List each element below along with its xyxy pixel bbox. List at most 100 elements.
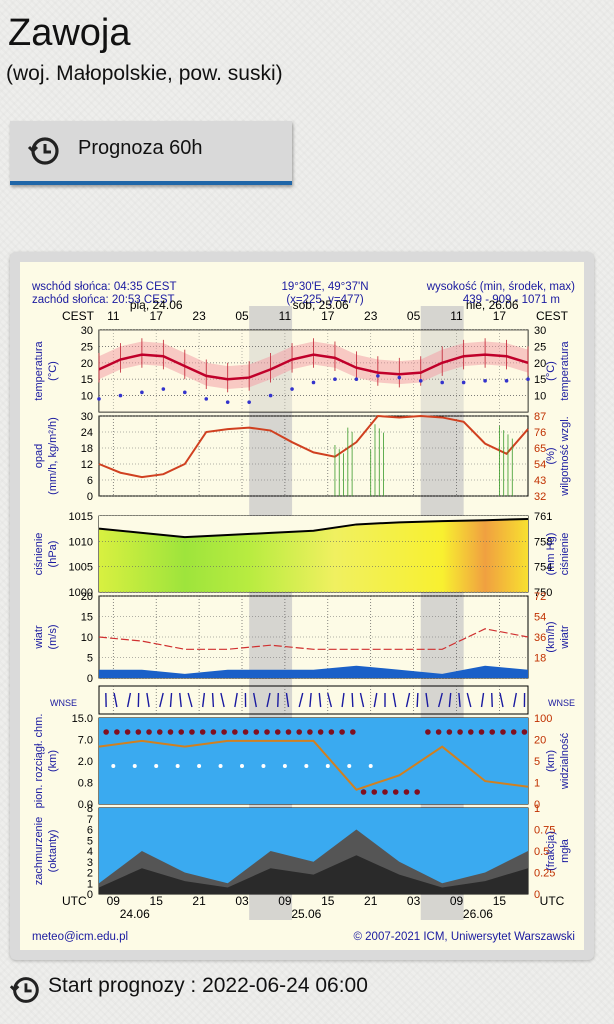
top-hour-tick: 11 (107, 309, 120, 323)
cloud-low-area (99, 855, 528, 894)
pressure-ylabel-unit: (hPa) (47, 541, 59, 568)
panel-frame (98, 685, 529, 715)
visibility-y2label: widzialność (559, 732, 571, 790)
wind-arrow (318, 692, 322, 708)
cloudtop-point (264, 729, 270, 735)
dewpoint-point (204, 397, 209, 401)
wind-arrow (146, 692, 150, 708)
cloudtop-point (103, 729, 109, 735)
wind-ylabel-unit: (m/s) (47, 624, 59, 649)
pressure-ylabel: ciśnienie (33, 533, 45, 576)
cloudtop-point (232, 729, 238, 735)
fog-point (240, 764, 244, 768)
cloudbase-ytick: 2.0 (78, 756, 93, 768)
clock-history-icon (8, 974, 42, 1011)
dewpoint-point (376, 374, 380, 378)
sunset-text: zachód słońca: 20:53 CEST (32, 294, 175, 306)
cloudtop-point (350, 729, 356, 735)
wind-arrow (373, 692, 378, 708)
temp-ytick: 20 (81, 358, 93, 370)
top-hour-tick: 11 (450, 309, 463, 323)
precip-ylabel: opad (33, 444, 45, 468)
wind-arrow (113, 692, 118, 708)
dewpoint-point (268, 393, 273, 398)
wind-arrow (220, 692, 225, 708)
wind-arrow (285, 692, 290, 708)
meteogram: wschód słońca: 04:35 CEST zachód słońca:… (20, 262, 584, 950)
humidity-y2label: wilgotność wzgl. (559, 416, 571, 496)
cloudtop-point (425, 729, 431, 735)
fog-y2label-unit: (frakcja) (545, 831, 557, 871)
fog-point (175, 764, 180, 768)
cloud-ytick: 1 (87, 878, 93, 890)
forecast-60h-button[interactable]: Prognoza 60h (10, 121, 292, 185)
top-hour-tick: 11 (279, 309, 292, 323)
top-hour-tick: 17 (321, 309, 335, 323)
dewpoint-point (225, 400, 230, 404)
wind-arrow (437, 692, 443, 708)
cloudtop-point (392, 789, 399, 795)
wind-arrow (266, 692, 271, 708)
coords-text: 19°30'E, 49°37'N (281, 281, 368, 293)
wind-arrow (169, 692, 173, 708)
wind-arrow (466, 692, 472, 708)
visibility-bg (99, 718, 528, 804)
cloudtop-point (457, 729, 463, 735)
bottom-tz-label-right: UTC (540, 894, 565, 908)
cloudtop-point (210, 729, 217, 735)
cloud-area (99, 829, 528, 894)
cloudtop-point (478, 729, 485, 735)
humidity-line (98, 414, 529, 479)
temp-ytick-right: 25 (534, 341, 546, 353)
visibility-ytick: 1 (534, 778, 540, 790)
dewpoint-point (311, 380, 316, 385)
footer-copyright: © 2007-2021 ICM, Uniwersytet Warszawski (353, 931, 575, 943)
dewpoint-point (333, 377, 337, 381)
top-tz-label: CEST (62, 309, 95, 323)
pressure-ytick-mmhg: 758 (534, 536, 552, 548)
humidity-y2label-unit: (%) (545, 447, 557, 464)
visibility-ytick: 0 (534, 799, 540, 811)
top-hour-tick: 05 (407, 309, 421, 323)
wind-y2label-unit: (km/h) (545, 621, 557, 652)
dewpoint-point (354, 377, 359, 381)
cloudtop-point (189, 729, 195, 735)
wind-arrow (252, 692, 257, 708)
visibility-line (98, 739, 529, 791)
wind-arrow (327, 692, 333, 708)
fog-point (218, 764, 223, 768)
forecast-60h-label: Prognoza 60h (78, 137, 203, 159)
wind-arrow (179, 692, 182, 708)
fog-point (197, 764, 202, 768)
cloudtop-point (360, 789, 367, 795)
cloudtop-point (242, 729, 249, 735)
dewpoint-point (290, 387, 294, 391)
cloudtop-point (124, 729, 131, 735)
precip-ytick: 30 (81, 411, 93, 423)
pressure-ytick-mmhg: 754 (534, 562, 552, 574)
cloud-ylabel-unit: (oktanty) (47, 830, 59, 873)
cloudtop-point (156, 729, 163, 735)
dewpoint-point (397, 375, 402, 380)
cloudbase-ytick: 0.0 (78, 799, 93, 811)
wind-ytick: 5 (87, 653, 93, 665)
clock-history-icon (26, 135, 62, 172)
dewpoint-point (183, 390, 187, 395)
fog-ytick: 0.75 (534, 825, 555, 837)
bottom-day-label: 26.06 (463, 907, 493, 921)
cloudtop-point (135, 729, 142, 735)
cloudtop-point (253, 729, 260, 735)
bottom-hour-tick: 21 (192, 894, 206, 908)
cloudtop-point (167, 729, 174, 735)
dewpoint-point (97, 397, 101, 401)
humidity-ytick: 43 (534, 475, 546, 487)
cloud-ytick: 0 (87, 889, 93, 901)
cloud-ytick: 2 (87, 868, 93, 880)
wind-arrow (201, 692, 206, 708)
top-day-label: sob, 25.06 (293, 298, 349, 312)
bottom-hour-tick: 21 (364, 894, 378, 908)
cloudtop-point (414, 789, 420, 795)
visibility-ytick: 5 (534, 756, 540, 768)
cloudtop-point (114, 729, 120, 735)
